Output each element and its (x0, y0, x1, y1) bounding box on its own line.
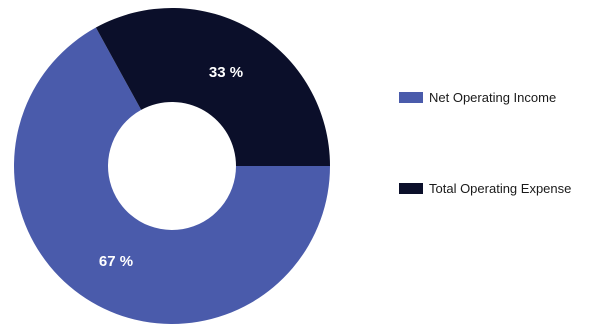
slice-value-label: 67 % (99, 253, 133, 270)
donut-slice-labels: 67 % 33 % (99, 64, 243, 270)
legend-swatch (399, 183, 423, 194)
donut-slice-net-operating-income (13, 27, 330, 324)
donut-slices (13, 8, 330, 324)
legend-label: Net Operating Income (429, 90, 556, 105)
legend-label: Total Operating Expense (429, 181, 571, 196)
donut-slice-total-operating-expense (95, 8, 330, 167)
legend-swatch (399, 92, 423, 103)
legend: Net Operating Income Total Operating Expe… (399, 90, 571, 196)
slice-value-label: 33 % (209, 64, 243, 81)
